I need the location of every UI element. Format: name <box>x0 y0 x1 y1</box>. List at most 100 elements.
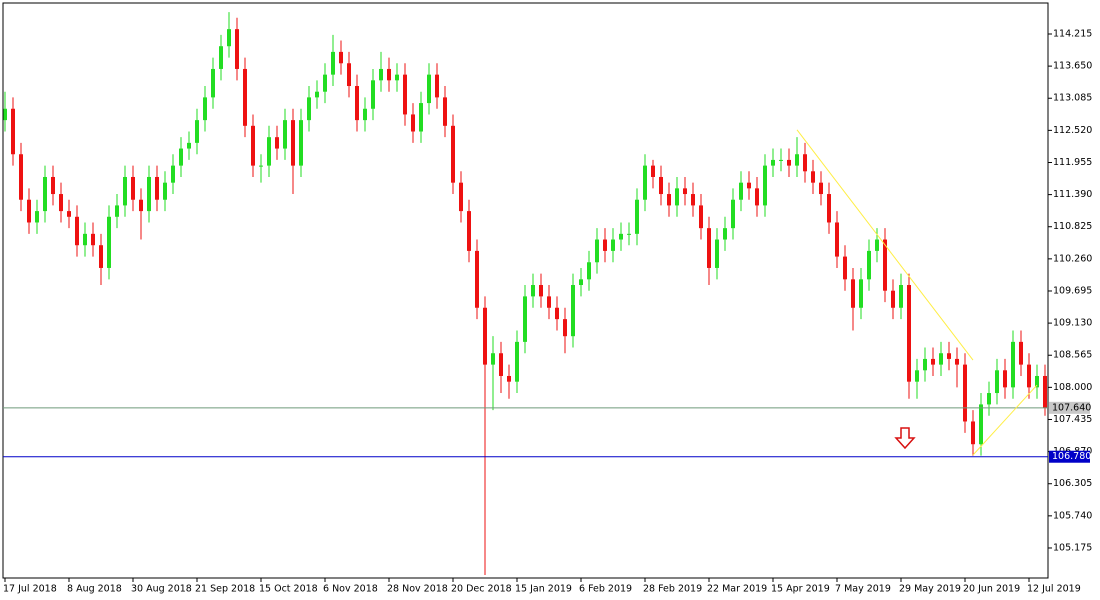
candle-body <box>571 285 575 337</box>
sell-arrow <box>894 427 916 450</box>
candle-body <box>51 176 55 195</box>
candle-body <box>707 228 711 268</box>
x-tick-label: 6 Feb 2019 <box>579 584 632 595</box>
x-tick-label: 20 Dec 2018 <box>451 584 512 595</box>
candle-body <box>803 154 807 172</box>
candle-body <box>643 165 647 200</box>
candle-body <box>419 103 423 132</box>
candle-body <box>627 233 631 235</box>
candle-body <box>339 51 343 64</box>
candle-body <box>611 239 615 251</box>
candle-body <box>731 199 735 229</box>
candle-body <box>459 182 463 212</box>
candle-body <box>107 216 111 268</box>
candle-body <box>931 358 935 365</box>
candle-body <box>347 63 351 87</box>
candle-body <box>531 285 535 297</box>
candle-body <box>651 165 655 177</box>
candle-body <box>739 182 743 200</box>
y-tick-label: 108.565 <box>1053 350 1092 361</box>
candle-body <box>763 165 767 206</box>
candle-body <box>323 74 327 92</box>
x-tick-label: 28 Feb 2019 <box>643 584 702 595</box>
candle-body <box>179 148 183 166</box>
candle-body <box>99 245 103 268</box>
candle-body <box>947 353 951 359</box>
trendline <box>796 129 974 361</box>
candle-body <box>819 182 823 195</box>
candle-body <box>755 188 759 206</box>
candle-body <box>467 211 471 251</box>
candle-body <box>451 125 455 183</box>
y-tick-label: 109.130 <box>1053 318 1092 329</box>
x-tick-label: 12 Jul 2019 <box>1027 584 1081 595</box>
candle-body <box>427 74 431 104</box>
candle-body <box>251 125 255 166</box>
candle-body <box>1027 364 1031 388</box>
candle-body <box>747 182 751 189</box>
y-tick-label: 112.520 <box>1053 125 1092 136</box>
candle-body <box>267 137 271 166</box>
candle-body <box>1003 370 1007 388</box>
candle-body <box>691 194 695 206</box>
x-tick-label: 22 Mar 2019 <box>707 584 767 595</box>
candle-body <box>603 239 607 251</box>
candle-body <box>291 120 295 166</box>
candle-body <box>163 182 167 200</box>
x-tick-label: 15 Jan 2019 <box>515 584 572 595</box>
y-tick-label: 110.260 <box>1053 253 1092 264</box>
candle-body <box>1043 375 1047 408</box>
candle-body <box>539 285 543 297</box>
candle-body <box>11 108 15 155</box>
x-tick-label: 21 Sep 2018 <box>195 584 255 595</box>
x-tick-label: 20 Jun 2019 <box>963 584 1020 595</box>
candle-body <box>971 421 975 445</box>
candle-body <box>891 290 895 308</box>
y-tick-label: 107.435 <box>1053 414 1092 425</box>
candle-body <box>443 97 447 126</box>
candle-body <box>387 68 391 81</box>
trendline <box>972 384 1038 456</box>
y-tick-label: 111.955 <box>1053 157 1092 168</box>
candle-body <box>995 370 999 394</box>
candle-body <box>483 307 487 365</box>
x-tick-label: 8 Aug 2018 <box>67 584 122 595</box>
candle-body <box>907 285 911 382</box>
candle-body <box>67 211 71 217</box>
candle-body <box>1019 341 1023 365</box>
candle-body <box>811 171 815 183</box>
price-label-box <box>1049 401 1090 414</box>
candle-body <box>827 194 831 223</box>
price-label: 107.640 <box>1052 402 1091 413</box>
candle-body <box>235 29 239 69</box>
candle-body <box>899 285 903 308</box>
x-tick-label: 6 Nov 2018 <box>323 584 378 595</box>
x-tick-label: 28 Nov 2018 <box>387 584 448 595</box>
candle-body <box>587 262 591 280</box>
candle-body <box>19 154 23 200</box>
candle-body <box>547 296 551 308</box>
candle-body <box>219 46 223 69</box>
candle-body <box>203 97 207 121</box>
candle-body <box>115 205 119 217</box>
candle-body <box>675 188 679 206</box>
y-tick-label: 110.825 <box>1053 221 1092 232</box>
candle-body <box>35 211 39 223</box>
candle-body <box>555 307 559 320</box>
candle-body <box>979 404 983 445</box>
y-tick-label: 111.390 <box>1053 189 1092 200</box>
candle-body <box>683 188 687 195</box>
price-label-box <box>1049 450 1090 463</box>
candle-body <box>515 341 519 382</box>
candle-body <box>635 199 639 234</box>
candle-body <box>579 279 583 286</box>
candle-body <box>139 199 143 212</box>
candle-body <box>155 176 159 200</box>
candle-body <box>723 228 727 240</box>
candle-body <box>259 165 263 167</box>
candle-body <box>563 319 567 337</box>
candle-body <box>147 176 151 212</box>
candle-body <box>523 296 527 342</box>
candle-body <box>843 256 847 280</box>
